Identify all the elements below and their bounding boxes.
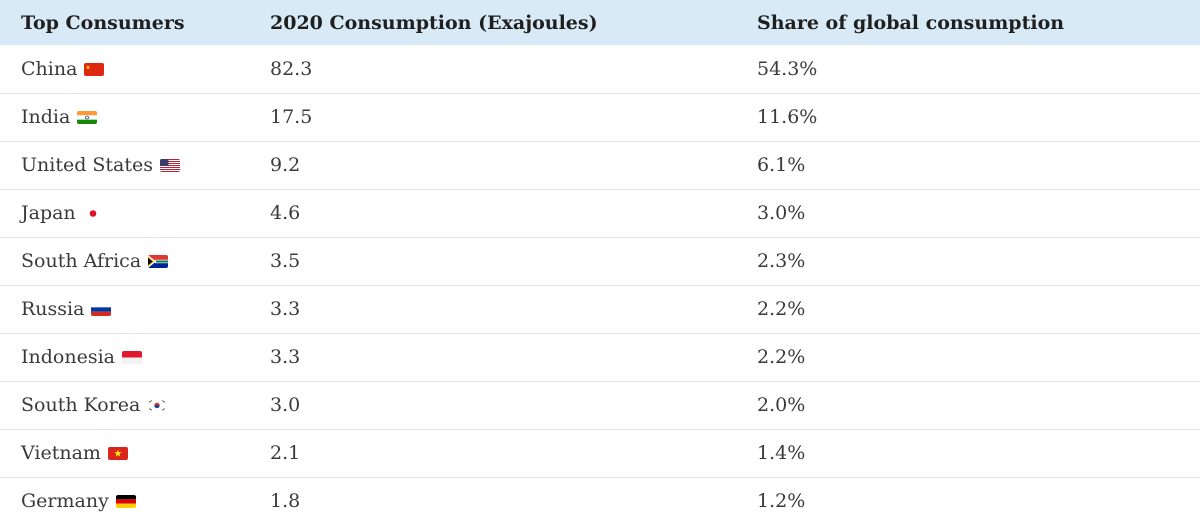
table-row: South Korea 3.0 2.0%: [0, 381, 1200, 429]
south-korea-flag-icon: [147, 399, 168, 412]
indonesia-flag-icon: [121, 351, 142, 364]
table-row: India 17.5 11.6%: [0, 93, 1200, 141]
country-cell: India: [0, 93, 270, 141]
country-name: Vietnam: [21, 442, 101, 464]
consumption-cell: 3.3: [270, 298, 301, 320]
country-name: South Korea: [21, 394, 141, 416]
consumption-cell: 4.6: [270, 202, 301, 224]
india-flag-icon: [77, 111, 98, 124]
country-cell: South Africa: [0, 237, 270, 285]
country-name: Indonesia: [21, 346, 115, 368]
table-row: South Africa 3.5 2.3%: [0, 237, 1200, 285]
country-cell: China: [0, 45, 270, 93]
country-name: Russia: [21, 298, 85, 320]
country-cell: Russia: [0, 285, 270, 333]
header-consumption: 2020 Consumption (Exajoules): [270, 11, 598, 34]
china-flag-icon: [84, 62, 105, 76]
country-cell: South Korea: [0, 381, 270, 429]
share-cell: 3.0%: [757, 202, 806, 224]
consumption-cell: 3.3: [270, 346, 301, 368]
table-row: Indonesia 3.3 2.2%: [0, 333, 1200, 381]
share-cell: 6.1%: [757, 154, 806, 176]
table-body: China 82.3 54.3% India 17.5 11.6% United…: [0, 45, 1200, 525]
table-row: Vietnam 2.1 1.4%: [0, 429, 1200, 477]
share-cell: 2.2%: [757, 298, 806, 320]
russia-flag-icon: [91, 303, 112, 316]
share-cell: 2.0%: [757, 394, 806, 416]
country-name: Germany: [21, 490, 109, 513]
country-cell: Germany: [0, 477, 270, 525]
share-cell: 2.2%: [757, 346, 806, 368]
header-row: Top Consumers 2020 Consumption (Exajoule…: [0, 0, 1200, 45]
consumption-cell: 3.0: [270, 394, 301, 416]
table-header: Top Consumers 2020 Consumption (Exajoule…: [0, 0, 1200, 45]
south-africa-flag-icon: [148, 255, 169, 268]
country-cell: Indonesia: [0, 333, 270, 381]
country-cell: Vietnam: [0, 429, 270, 477]
consumption-cell: 9.2: [270, 154, 301, 176]
share-cell: 1.2%: [757, 490, 806, 513]
vietnam-flag-icon: [107, 447, 128, 460]
united-states-flag-icon: [160, 159, 181, 172]
header-top-consumers: Top Consumers: [21, 11, 185, 34]
japan-flag-icon: [82, 207, 103, 220]
share-cell: 2.3%: [757, 250, 806, 272]
table-row: Germany 1.8 1.2%: [0, 477, 1200, 525]
germany-flag-icon: [115, 495, 136, 509]
country-cell: United States: [0, 141, 270, 189]
table-row: Russia 3.3 2.2%: [0, 285, 1200, 333]
consumption-cell: 1.8: [270, 490, 301, 513]
header-share: Share of global consumption: [757, 11, 1065, 34]
table-row: Japan 4.6 3.0%: [0, 189, 1200, 237]
country-name: India: [21, 106, 71, 128]
country-cell: Japan: [0, 189, 270, 237]
consumption-cell: 3.5: [270, 250, 301, 272]
country-name: Japan: [21, 202, 76, 224]
table-row: China 82.3 54.3%: [0, 45, 1200, 93]
country-name: China: [21, 57, 78, 80]
consumption-cell: 17.5: [270, 106, 313, 128]
share-cell: 1.4%: [757, 442, 806, 464]
table-row: United States 9.2 6.1%: [0, 141, 1200, 189]
consumption-cell: 2.1: [270, 442, 301, 464]
country-name: South Africa: [21, 250, 142, 272]
share-cell: 11.6%: [757, 106, 818, 128]
consumption-cell: 82.3: [270, 57, 313, 80]
country-name: United States: [21, 154, 154, 176]
share-cell: 54.3%: [757, 57, 818, 80]
